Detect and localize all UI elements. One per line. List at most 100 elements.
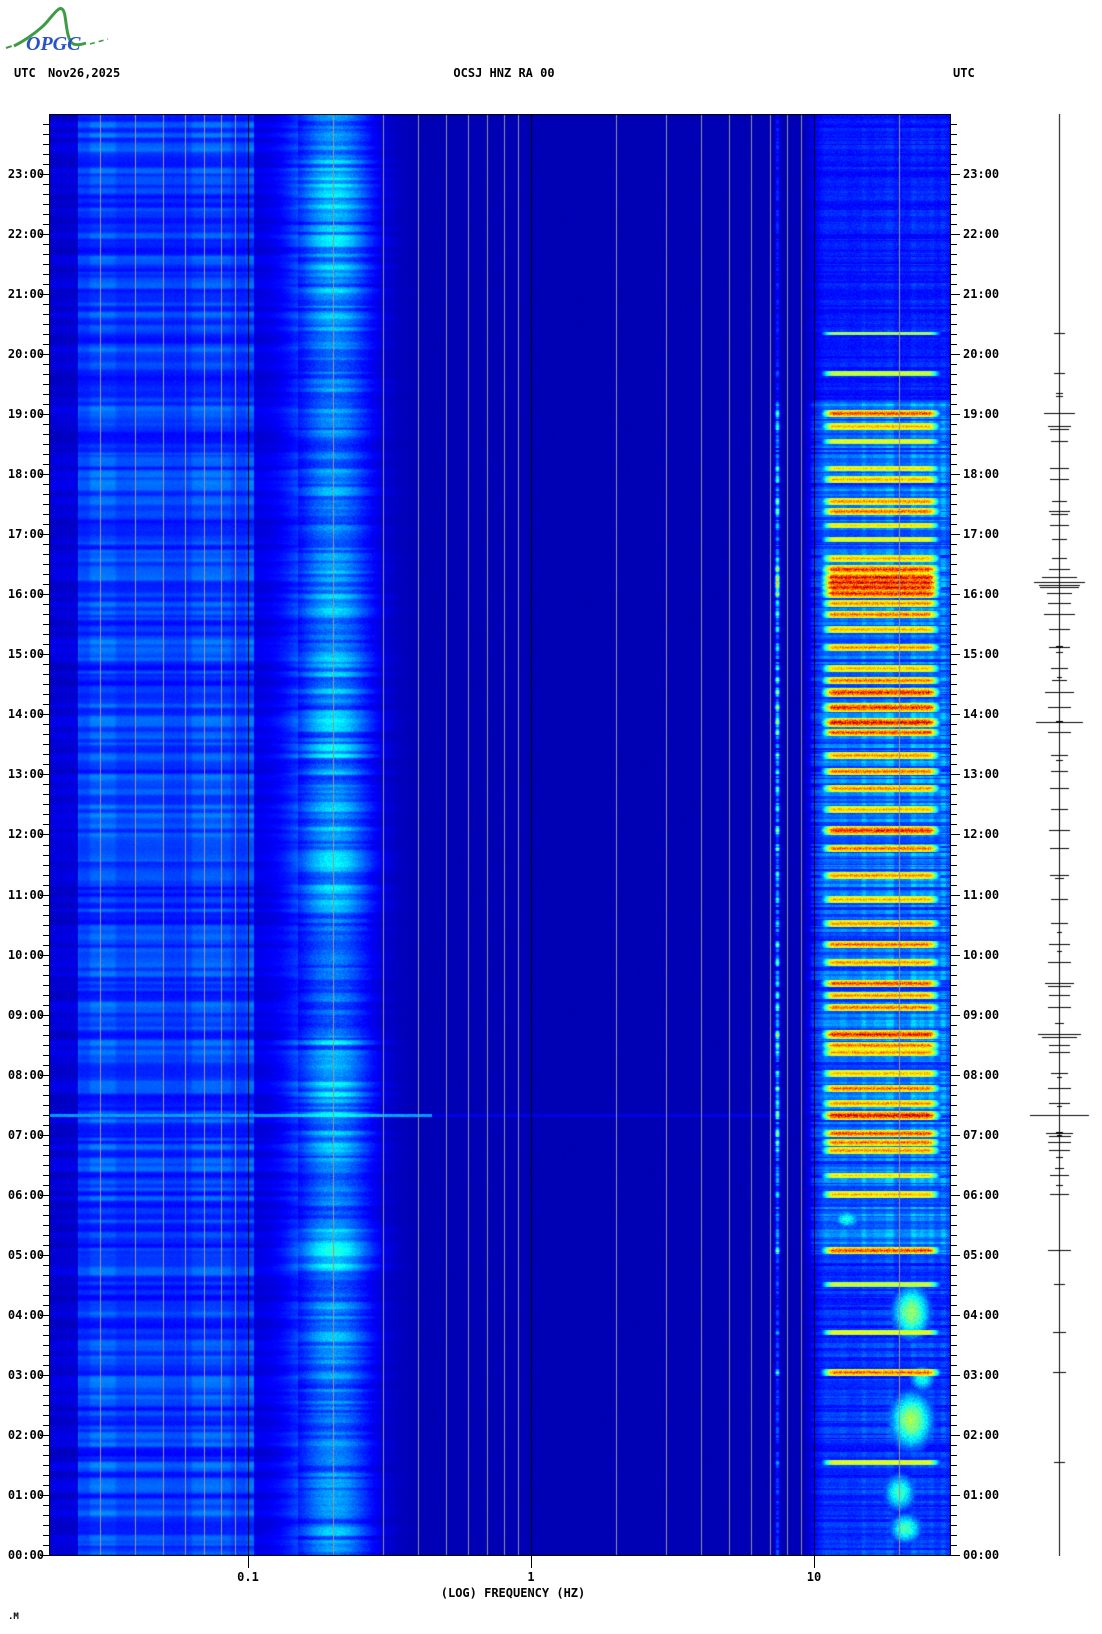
time-tick-right [951, 1515, 957, 1516]
time-tick-right [951, 324, 957, 325]
time-tick-right [951, 1365, 957, 1366]
time-tick-right [951, 1335, 957, 1336]
time-tick-left [43, 1295, 49, 1296]
time-label-right-16:00: 16:00 [963, 587, 1000, 601]
time-tick-right [951, 254, 957, 255]
time-label-left-20:00: 20:00 [7, 347, 44, 361]
time-label-right-14:00: 14:00 [963, 707, 1000, 721]
time-tick-left [43, 204, 49, 205]
time-label-right-04:00: 04:00 [963, 1308, 1000, 1322]
time-tick-right [951, 684, 957, 685]
time-tick-right [951, 1285, 957, 1286]
time-tick-right [951, 664, 957, 665]
time-label-right-17:00: 17:00 [963, 527, 1000, 541]
time-tick-left [43, 554, 49, 555]
time-tick-right [951, 1085, 957, 1086]
time-label-right-12:00: 12:00 [963, 827, 1000, 841]
time-label-right-09:00: 09:00 [963, 1008, 1000, 1022]
time-tick-left [40, 895, 49, 896]
time-tick-left [43, 915, 49, 916]
time-tick-right [951, 794, 957, 795]
time-label-right-15:00: 15:00 [963, 647, 1000, 661]
time-label-right-13:00: 13:00 [963, 767, 1000, 781]
time-tick-right [951, 244, 957, 245]
time-tick-left [40, 234, 49, 235]
time-tick-right [951, 995, 957, 996]
time-tick-right [951, 855, 957, 856]
time-tick-right [951, 334, 957, 335]
time-tick-left [43, 1325, 49, 1326]
time-label-left-13:00: 13:00 [7, 767, 44, 781]
time-tick-left [43, 154, 49, 155]
time-tick-left [43, 1125, 49, 1126]
time-tick-left [43, 1285, 49, 1286]
time-tick-left [43, 364, 49, 365]
time-tick-right [951, 804, 957, 805]
freq-tick [531, 1556, 532, 1568]
time-tick-left [43, 184, 49, 185]
time-tick-right [951, 234, 960, 235]
time-tick-right [951, 915, 957, 916]
time-label-left-07:00: 07:00 [7, 1128, 44, 1142]
time-tick-left [40, 1315, 49, 1316]
time-tick-right [951, 1165, 957, 1166]
time-tick-left [43, 875, 49, 876]
time-tick-left [43, 975, 49, 976]
time-tick-left [43, 694, 49, 695]
time-tick-left [43, 1515, 49, 1516]
time-tick-right [951, 154, 957, 155]
time-tick-right [951, 444, 957, 445]
time-tick-left [40, 174, 49, 175]
time-tick-right [951, 945, 957, 946]
time-label-right-03:00: 03:00 [963, 1368, 1000, 1382]
time-tick-right [951, 274, 957, 275]
time-tick-right [951, 885, 957, 886]
time-tick-left [43, 644, 49, 645]
time-tick-left [43, 724, 49, 725]
time-tick-right [951, 865, 957, 866]
time-tick-right [951, 1215, 957, 1216]
time-tick-right [951, 1555, 960, 1556]
time-tick-left [43, 584, 49, 585]
time-tick-right [951, 1055, 957, 1056]
time-tick-left [43, 1205, 49, 1206]
time-tick-right [951, 925, 957, 926]
time-tick-right [951, 1545, 957, 1546]
time-tick-left [43, 674, 49, 675]
time-tick-left [43, 124, 49, 125]
time-tick-left [43, 865, 49, 866]
time-label-left-14:00: 14:00 [7, 707, 44, 721]
time-label-left-02:00: 02:00 [7, 1428, 44, 1442]
time-tick-right [951, 264, 957, 265]
time-tick-right [951, 1485, 957, 1486]
time-tick-right [951, 484, 957, 485]
time-tick-right [951, 1305, 957, 1306]
time-label-left-23:00: 23:00 [7, 167, 44, 181]
time-tick-left [43, 814, 49, 815]
time-label-right-01:00: 01:00 [963, 1488, 1000, 1502]
time-tick-right [951, 514, 957, 515]
time-tick-left [43, 1175, 49, 1176]
time-tick-left [43, 304, 49, 305]
time-tick-left [43, 1185, 49, 1186]
time-label-left-17:00: 17:00 [7, 527, 44, 541]
time-label-right-05:00: 05:00 [963, 1248, 1000, 1262]
time-tick-left [43, 1095, 49, 1096]
time-tick-right [951, 594, 960, 595]
time-tick-left [43, 324, 49, 325]
time-tick-right [951, 1025, 957, 1026]
time-tick-right [951, 1235, 957, 1236]
time-label-right-20:00: 20:00 [963, 347, 1000, 361]
time-tick-left [43, 1355, 49, 1356]
time-tick-right [951, 204, 957, 205]
time-tick-right [951, 834, 960, 835]
time-tick-right [951, 414, 960, 415]
time-tick-right [951, 564, 957, 565]
time-tick-left [43, 1305, 49, 1306]
time-tick-right [951, 985, 957, 986]
time-tick-right [951, 1005, 957, 1006]
time-tick-right [951, 1105, 957, 1106]
time-tick-left [43, 224, 49, 225]
time-label-left-01:00: 01:00 [7, 1488, 44, 1502]
time-tick-right [951, 424, 957, 425]
